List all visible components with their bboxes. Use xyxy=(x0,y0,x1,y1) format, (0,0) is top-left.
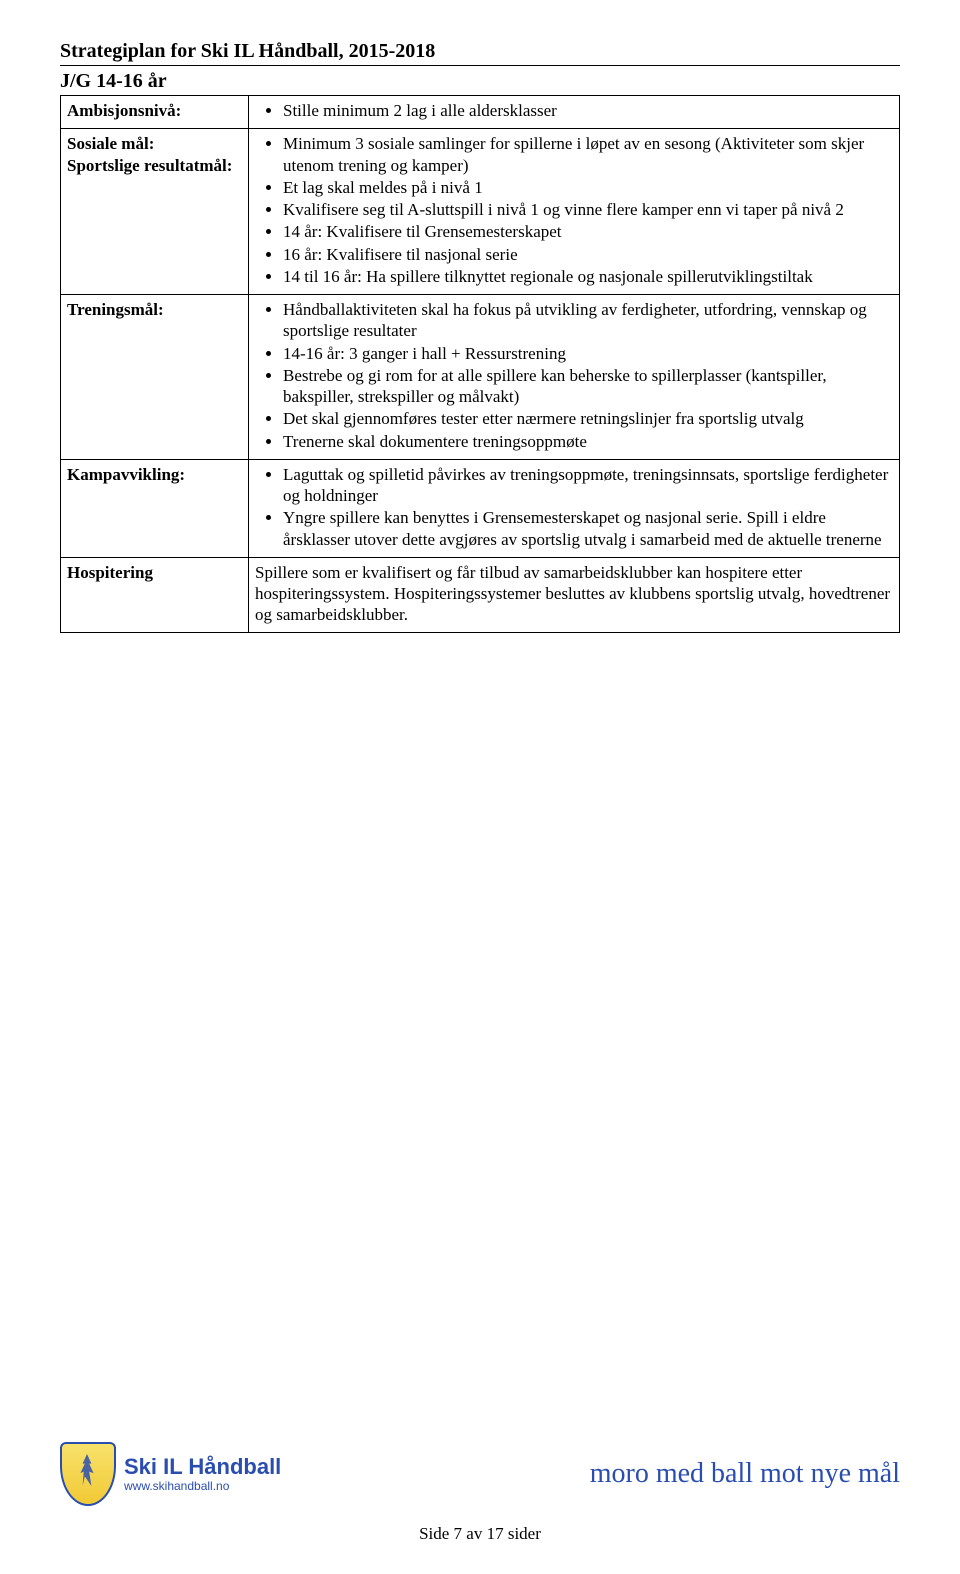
row-content: Stille minimum 2 lag i alle aldersklasse… xyxy=(249,96,900,129)
page-footer: Ski IL Håndball www.skihandball.no moro … xyxy=(60,1442,900,1544)
club-shield-icon xyxy=(60,1442,116,1506)
logo-block: Ski IL Håndball www.skihandball.no xyxy=(60,1442,281,1506)
list-item: Minimum 3 sosiale samlinger for spillern… xyxy=(283,133,893,176)
row-content: Håndballaktiviteten skal ha fokus på utv… xyxy=(249,295,900,460)
row-label: Sosiale mål:Sportslige resultatmål: xyxy=(61,129,249,295)
document-title: Strategiplan for Ski IL Håndball, 2015-2… xyxy=(60,40,900,66)
list-item: 14 år: Kvalifisere til Grensemesterskape… xyxy=(283,221,893,242)
row-label: Kampavvikling: xyxy=(61,459,249,557)
list-item: Det skal gjennomføres tester etter nærme… xyxy=(283,408,893,429)
row-label: Ambisjonsnivå: xyxy=(61,96,249,129)
logo-url: www.skihandball.no xyxy=(124,1480,281,1492)
slogan-text: moro med ball mot nye mål xyxy=(590,1458,900,1490)
list-item: 14 til 16 år: Ha spillere tilknyttet reg… xyxy=(283,266,893,287)
list-item: Bestrebe og gi rom for at alle spillere … xyxy=(283,365,893,408)
list-item: Stille minimum 2 lag i alle aldersklasse… xyxy=(283,100,893,121)
list-item: Yngre spillere kan benyttes i Grensemest… xyxy=(283,507,893,550)
page-number: Side 7 av 17 sider xyxy=(60,1524,900,1544)
row-label: Treningsmål: xyxy=(61,295,249,460)
row-content: Spillere som er kvalifisert og får tilbu… xyxy=(249,557,900,632)
row-label: Hospitering xyxy=(61,557,249,632)
row-content: Laguttak og spilletid påvirkes av trenin… xyxy=(249,459,900,557)
list-item: 16 år: Kvalifisere til nasjonal serie xyxy=(283,244,893,265)
list-item: Laguttak og spilletid påvirkes av trenin… xyxy=(283,464,893,507)
section-title: J/G 14-16 år xyxy=(60,70,900,93)
list-item: 14-16 år: 3 ganger i hall + Ressurstreni… xyxy=(283,343,893,364)
list-item: Et lag skal meldes på i nivå 1 xyxy=(283,177,893,198)
content-table: Ambisjonsnivå: Stille minimum 2 lag i all… xyxy=(60,95,900,633)
row-content: Minimum 3 sosiale samlinger for spillern… xyxy=(249,129,900,295)
list-item: Håndballaktiviteten skal ha fokus på utv… xyxy=(283,299,893,342)
logo-title: Ski IL Håndball xyxy=(124,1456,281,1478)
list-item: Kvalifisere seg til A-sluttspill i nivå … xyxy=(283,199,893,220)
list-item: Trenerne skal dokumentere treningsoppmøt… xyxy=(283,431,893,452)
